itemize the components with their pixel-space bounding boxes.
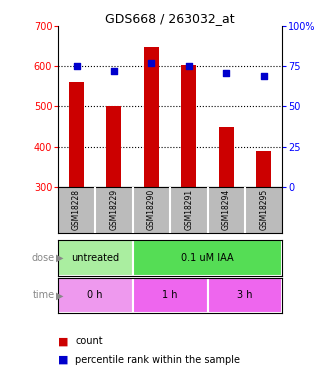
Text: dose: dose <box>31 253 55 263</box>
Text: count: count <box>75 336 103 346</box>
Text: GSM18295: GSM18295 <box>259 189 268 230</box>
Text: 1 h: 1 h <box>162 290 178 300</box>
Text: 3 h: 3 h <box>237 290 253 300</box>
Point <box>224 70 229 76</box>
Point <box>261 73 266 79</box>
Text: time: time <box>32 290 55 300</box>
Bar <box>144 47 159 187</box>
Text: GSM18294: GSM18294 <box>222 189 231 230</box>
Text: 0 h: 0 h <box>88 290 103 300</box>
Text: GSM18290: GSM18290 <box>147 189 156 230</box>
Bar <box>219 126 234 187</box>
Bar <box>256 152 271 187</box>
Bar <box>133 278 208 313</box>
Text: GSM18229: GSM18229 <box>109 189 118 230</box>
Text: ▶: ▶ <box>56 253 64 263</box>
Point <box>149 60 154 66</box>
Bar <box>107 106 121 187</box>
Bar <box>69 82 84 187</box>
Bar <box>208 278 282 313</box>
Text: GSM18291: GSM18291 <box>184 189 193 230</box>
Bar <box>181 65 196 187</box>
Bar <box>58 240 133 276</box>
Point <box>186 63 191 69</box>
Text: percentile rank within the sample: percentile rank within the sample <box>75 355 240 365</box>
Title: GDS668 / 263032_at: GDS668 / 263032_at <box>105 12 235 25</box>
Text: ■: ■ <box>58 336 68 346</box>
Text: untreated: untreated <box>71 253 119 263</box>
Point <box>74 63 79 69</box>
Text: ■: ■ <box>58 355 68 365</box>
Text: GSM18228: GSM18228 <box>72 189 81 230</box>
Bar <box>58 278 133 313</box>
Text: ▶: ▶ <box>56 290 64 300</box>
Text: 0.1 uM IAA: 0.1 uM IAA <box>181 253 234 263</box>
Point <box>111 68 117 74</box>
Bar <box>133 240 282 276</box>
